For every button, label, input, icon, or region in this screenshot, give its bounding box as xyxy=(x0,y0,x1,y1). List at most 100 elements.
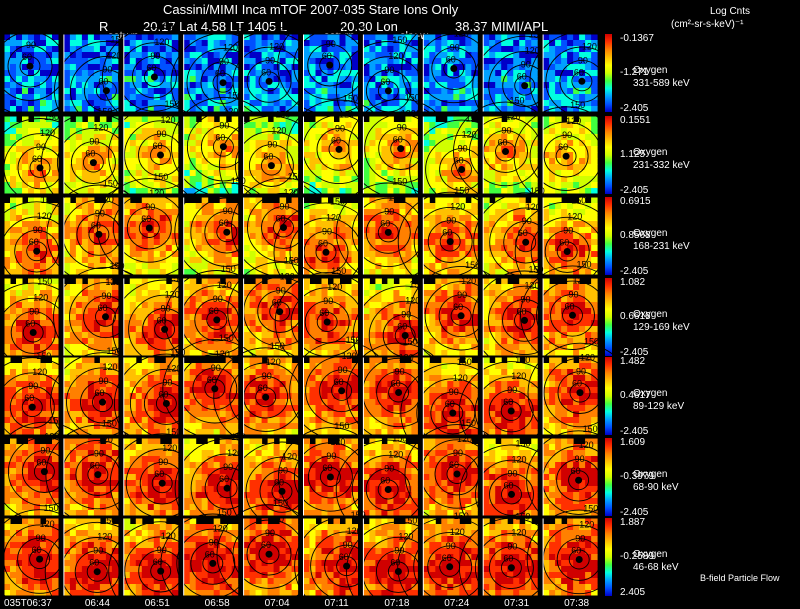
heat-cell xyxy=(70,128,77,135)
heat-cell xyxy=(340,176,347,183)
heat-cell xyxy=(591,52,598,59)
heat-cell xyxy=(64,64,71,71)
heat-cell xyxy=(507,314,514,321)
heat-cell xyxy=(579,34,586,41)
heat-cell xyxy=(220,34,227,41)
heat-cell xyxy=(387,245,394,252)
heat-cell xyxy=(106,338,113,345)
heat-cell xyxy=(124,82,131,89)
heat-cell xyxy=(232,320,239,327)
contour-label: 60 xyxy=(331,135,341,145)
heat-cell xyxy=(184,52,191,59)
heat-cell xyxy=(369,70,376,77)
heat-cell xyxy=(250,88,257,95)
heat-cell xyxy=(375,128,382,135)
heat-cell xyxy=(310,314,317,321)
heat-cell xyxy=(190,209,197,216)
heat-cell xyxy=(483,257,490,264)
heat-cell xyxy=(435,64,442,71)
contour-label: 150 xyxy=(529,30,544,40)
heat-cell xyxy=(22,170,29,177)
heat-cell xyxy=(423,122,430,129)
heat-cell xyxy=(304,344,311,351)
heat-cell xyxy=(124,326,131,333)
heat-cell xyxy=(52,52,59,59)
heat-cell xyxy=(465,320,472,327)
heat-cell xyxy=(441,40,448,47)
heat-cell xyxy=(525,128,532,135)
contour-label: 150 xyxy=(158,21,173,31)
heat-cell xyxy=(501,100,508,107)
heat-cell xyxy=(363,122,370,129)
saturn-dot xyxy=(447,238,454,245)
heat-cell xyxy=(310,176,317,183)
heat-cell xyxy=(507,320,514,327)
heat-cell xyxy=(268,215,275,222)
heat-cell xyxy=(202,122,209,129)
heat-cell xyxy=(16,146,23,153)
heat-cell xyxy=(244,146,251,153)
heat-cell xyxy=(256,152,263,159)
heat-cell xyxy=(214,176,221,183)
heat-cell xyxy=(88,338,95,345)
heat-cell xyxy=(501,257,508,264)
heat-cell xyxy=(465,251,472,258)
heat-cell xyxy=(399,203,406,210)
heat-cell xyxy=(292,64,299,71)
heat-cell xyxy=(4,227,11,234)
heat-cell xyxy=(52,314,59,321)
heat-cell xyxy=(244,332,251,339)
heat-cell xyxy=(256,58,263,65)
heat-cell xyxy=(250,314,257,321)
heat-cell xyxy=(423,332,430,339)
heat-cell xyxy=(316,320,323,327)
contour-label: 90 xyxy=(326,39,336,49)
heat-cell xyxy=(495,314,502,321)
heat-cell xyxy=(340,320,347,327)
heat-cell xyxy=(483,227,490,234)
contour-label: 90 xyxy=(578,55,588,65)
heat-cell xyxy=(190,140,197,147)
heat-cell xyxy=(328,122,335,129)
heat-cell xyxy=(555,128,562,135)
heat-cell xyxy=(262,308,269,315)
heat-cell xyxy=(585,290,592,297)
saturn-dot xyxy=(521,317,528,324)
heat-cell xyxy=(196,320,203,327)
heat-cell xyxy=(130,203,137,210)
heat-cell xyxy=(483,34,490,41)
heat-cell xyxy=(543,215,550,222)
heat-cell xyxy=(591,278,598,285)
heat-cell xyxy=(136,116,143,123)
heat-cell xyxy=(10,290,17,297)
heat-cell xyxy=(507,326,514,333)
heat-cell xyxy=(196,284,203,291)
heat-cell xyxy=(555,176,562,183)
saturn-dot xyxy=(324,319,331,326)
heat-cell xyxy=(555,203,562,210)
heat-cell xyxy=(76,40,83,47)
heat-cell xyxy=(387,158,394,165)
heat-cell xyxy=(70,40,77,47)
heat-cell xyxy=(465,64,472,71)
heat-cell xyxy=(94,100,101,107)
heat-cell xyxy=(136,34,143,41)
saturn-dot xyxy=(102,313,109,320)
heat-cell xyxy=(363,52,370,59)
heat-cell xyxy=(244,263,251,270)
heat-cell xyxy=(70,344,77,351)
heat-cell xyxy=(64,100,71,107)
heat-cell xyxy=(244,308,251,315)
heat-cell xyxy=(447,122,454,129)
heat-cell xyxy=(381,140,388,147)
heat-cell xyxy=(232,296,239,303)
heat-cell xyxy=(4,82,11,89)
heat-cell xyxy=(232,134,239,141)
heat-cell xyxy=(160,164,167,171)
heat-cell xyxy=(334,344,341,351)
heat-cell xyxy=(286,122,293,129)
contour-label: 90 xyxy=(150,51,160,61)
heat-cell xyxy=(22,146,29,153)
heat-cell xyxy=(441,94,448,101)
heat-cell xyxy=(483,122,490,129)
